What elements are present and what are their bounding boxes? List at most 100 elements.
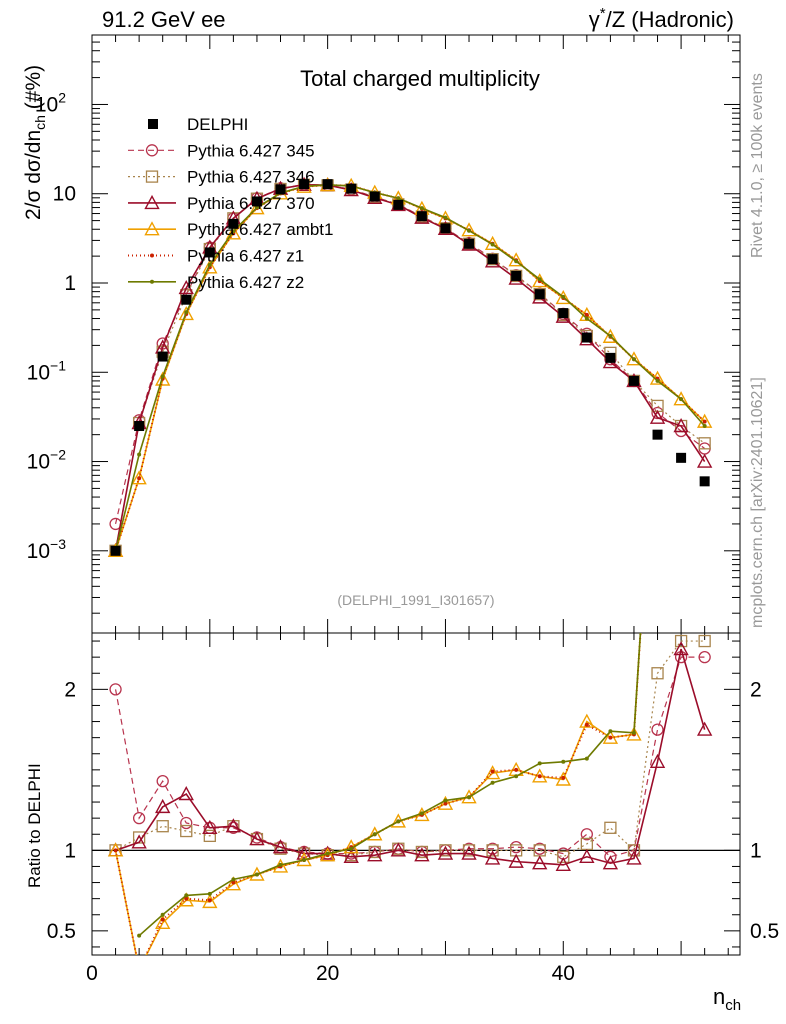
ratio-point-ambt1 <box>107 842 124 857</box>
point-ambt1 <box>555 289 571 305</box>
ratio-y-tick-label: 1 <box>64 839 76 862</box>
legend-marker-ambt1 <box>144 221 160 236</box>
x-tick-label: 0 <box>86 962 98 985</box>
point-z1 <box>137 476 142 481</box>
ratio-point-p370 <box>343 848 359 863</box>
ratio-point-z1 <box>561 775 566 780</box>
data-point <box>699 476 710 487</box>
ratio-point-p346 <box>486 844 499 857</box>
ratio-point-z1 <box>537 774 542 779</box>
data-point <box>346 183 357 194</box>
ratio-point-ambt1 <box>579 713 595 728</box>
point-z2 <box>419 206 424 211</box>
legend-entry-p370: Pythia 6.427 370 <box>128 194 315 213</box>
data-point <box>676 452 687 463</box>
legend-marker-z1 <box>150 253 154 258</box>
ratio-point-p370 <box>649 753 666 768</box>
legend-label-p345: Pythia 6.427 345 <box>187 141 315 160</box>
point-z2 <box>514 259 519 264</box>
ratio-line-ambt1 <box>114 633 642 955</box>
rivet-label: Rivet 4.1.0, ≥ 100k events <box>749 73 766 258</box>
ratio-point-p370 <box>673 641 689 656</box>
ratio-point-ambt1 <box>225 876 242 891</box>
point-z1 <box>584 312 589 317</box>
ratio-point-z1 <box>514 767 519 772</box>
ratio-point-p345 <box>156 774 169 788</box>
point-z2 <box>608 333 613 338</box>
legend-entry-z1: Pythia 6.427 z1 <box>128 247 304 266</box>
ratio-point-z2 <box>679 269 683 273</box>
ratio-y-tick-label-right: 2 <box>750 678 762 701</box>
ratio-y-tick-label: 2 <box>64 678 76 701</box>
ratio-point-p346 <box>651 667 664 680</box>
ratio-point-p346 <box>462 844 476 857</box>
point-z2 <box>254 205 259 210</box>
data-point <box>464 238 475 249</box>
ratio-series-z2 <box>137 269 683 938</box>
ratio-point-z1 <box>443 801 448 806</box>
data-point <box>581 332 592 343</box>
point-p346 <box>533 288 546 301</box>
ratio-point-ambt1 <box>555 771 571 786</box>
legend-marker-z2 <box>150 279 154 284</box>
ratio-point-z1 <box>584 722 589 727</box>
point-ambt1 <box>602 328 619 343</box>
ratio-point-z1 <box>207 898 212 903</box>
data-point <box>628 375 639 386</box>
ratio-point-p370 <box>437 845 454 860</box>
ratio-point-p346 <box>203 829 216 843</box>
ratio-point-p370 <box>131 834 147 849</box>
ratio-point-z1 <box>137 967 141 971</box>
data-point <box>416 211 427 222</box>
ratio-point-z2 <box>160 912 165 917</box>
point-p346 <box>698 437 711 450</box>
data-point <box>534 289 545 300</box>
ratio-point-z2 <box>514 774 519 779</box>
x-tick-label: 40 <box>552 962 575 985</box>
ratio-point-z1 <box>608 735 613 740</box>
ratio-point-p345 <box>132 812 146 825</box>
point-z2 <box>207 262 212 267</box>
data-point <box>322 179 333 190</box>
point-z2 <box>490 242 495 247</box>
ratio-line-p346 <box>115 640 705 858</box>
ratio-point-z2 <box>396 819 401 824</box>
legend-label-z2: Pythia 6.427 z2 <box>187 273 304 292</box>
ratio-point-z1 <box>113 848 118 853</box>
ratio-point-p345 <box>651 723 664 736</box>
point-z2 <box>702 424 707 429</box>
ratio-point-z2 <box>325 851 330 856</box>
ratio-plot-frame <box>91 632 741 956</box>
y-tick-label: 102 <box>35 89 66 116</box>
legend-label-p346: Pythia 6.427 346 <box>187 168 315 187</box>
ratio-point-p345 <box>580 828 593 841</box>
ratio-point-p345 <box>604 850 617 863</box>
y-tick-label: 10−3 <box>27 536 67 563</box>
point-p346 <box>509 269 523 283</box>
ratio-point-p345 <box>109 683 122 696</box>
ratio-point-p346 <box>180 824 193 838</box>
ratio-point-ambt1 <box>461 789 477 804</box>
ratio-point-z2 <box>231 877 236 882</box>
ratio-point-ambt1 <box>133 963 146 975</box>
ratio-point-p346 <box>698 634 711 648</box>
y-tick-label: 1 <box>64 272 76 295</box>
ratio-point-ambt1 <box>178 892 194 907</box>
ratio-point-p370 <box>249 831 265 846</box>
y-tick-label: 10−1 <box>27 357 67 384</box>
ratio-point-z2 <box>608 729 613 734</box>
ratio-series-z1 <box>113 633 642 971</box>
ratio-point-p346 <box>604 821 617 834</box>
x-tick-label: 20 <box>316 962 339 985</box>
ratio-y-axis-label: Ratio to DELPHI <box>25 763 44 888</box>
ratio-point-p370 <box>461 845 477 860</box>
point-z1 <box>702 419 707 424</box>
point-ambt1 <box>673 391 689 406</box>
legend-marker-p370 <box>144 194 160 210</box>
data-point <box>157 351 168 362</box>
ratio-point-z2 <box>349 846 354 851</box>
x-axis-label: nch <box>713 984 741 1014</box>
data-point <box>299 179 310 190</box>
ratio-point-p370 <box>696 721 713 736</box>
main-y-axis-label: 2/σ dσ/dnch (#%) <box>22 65 48 220</box>
